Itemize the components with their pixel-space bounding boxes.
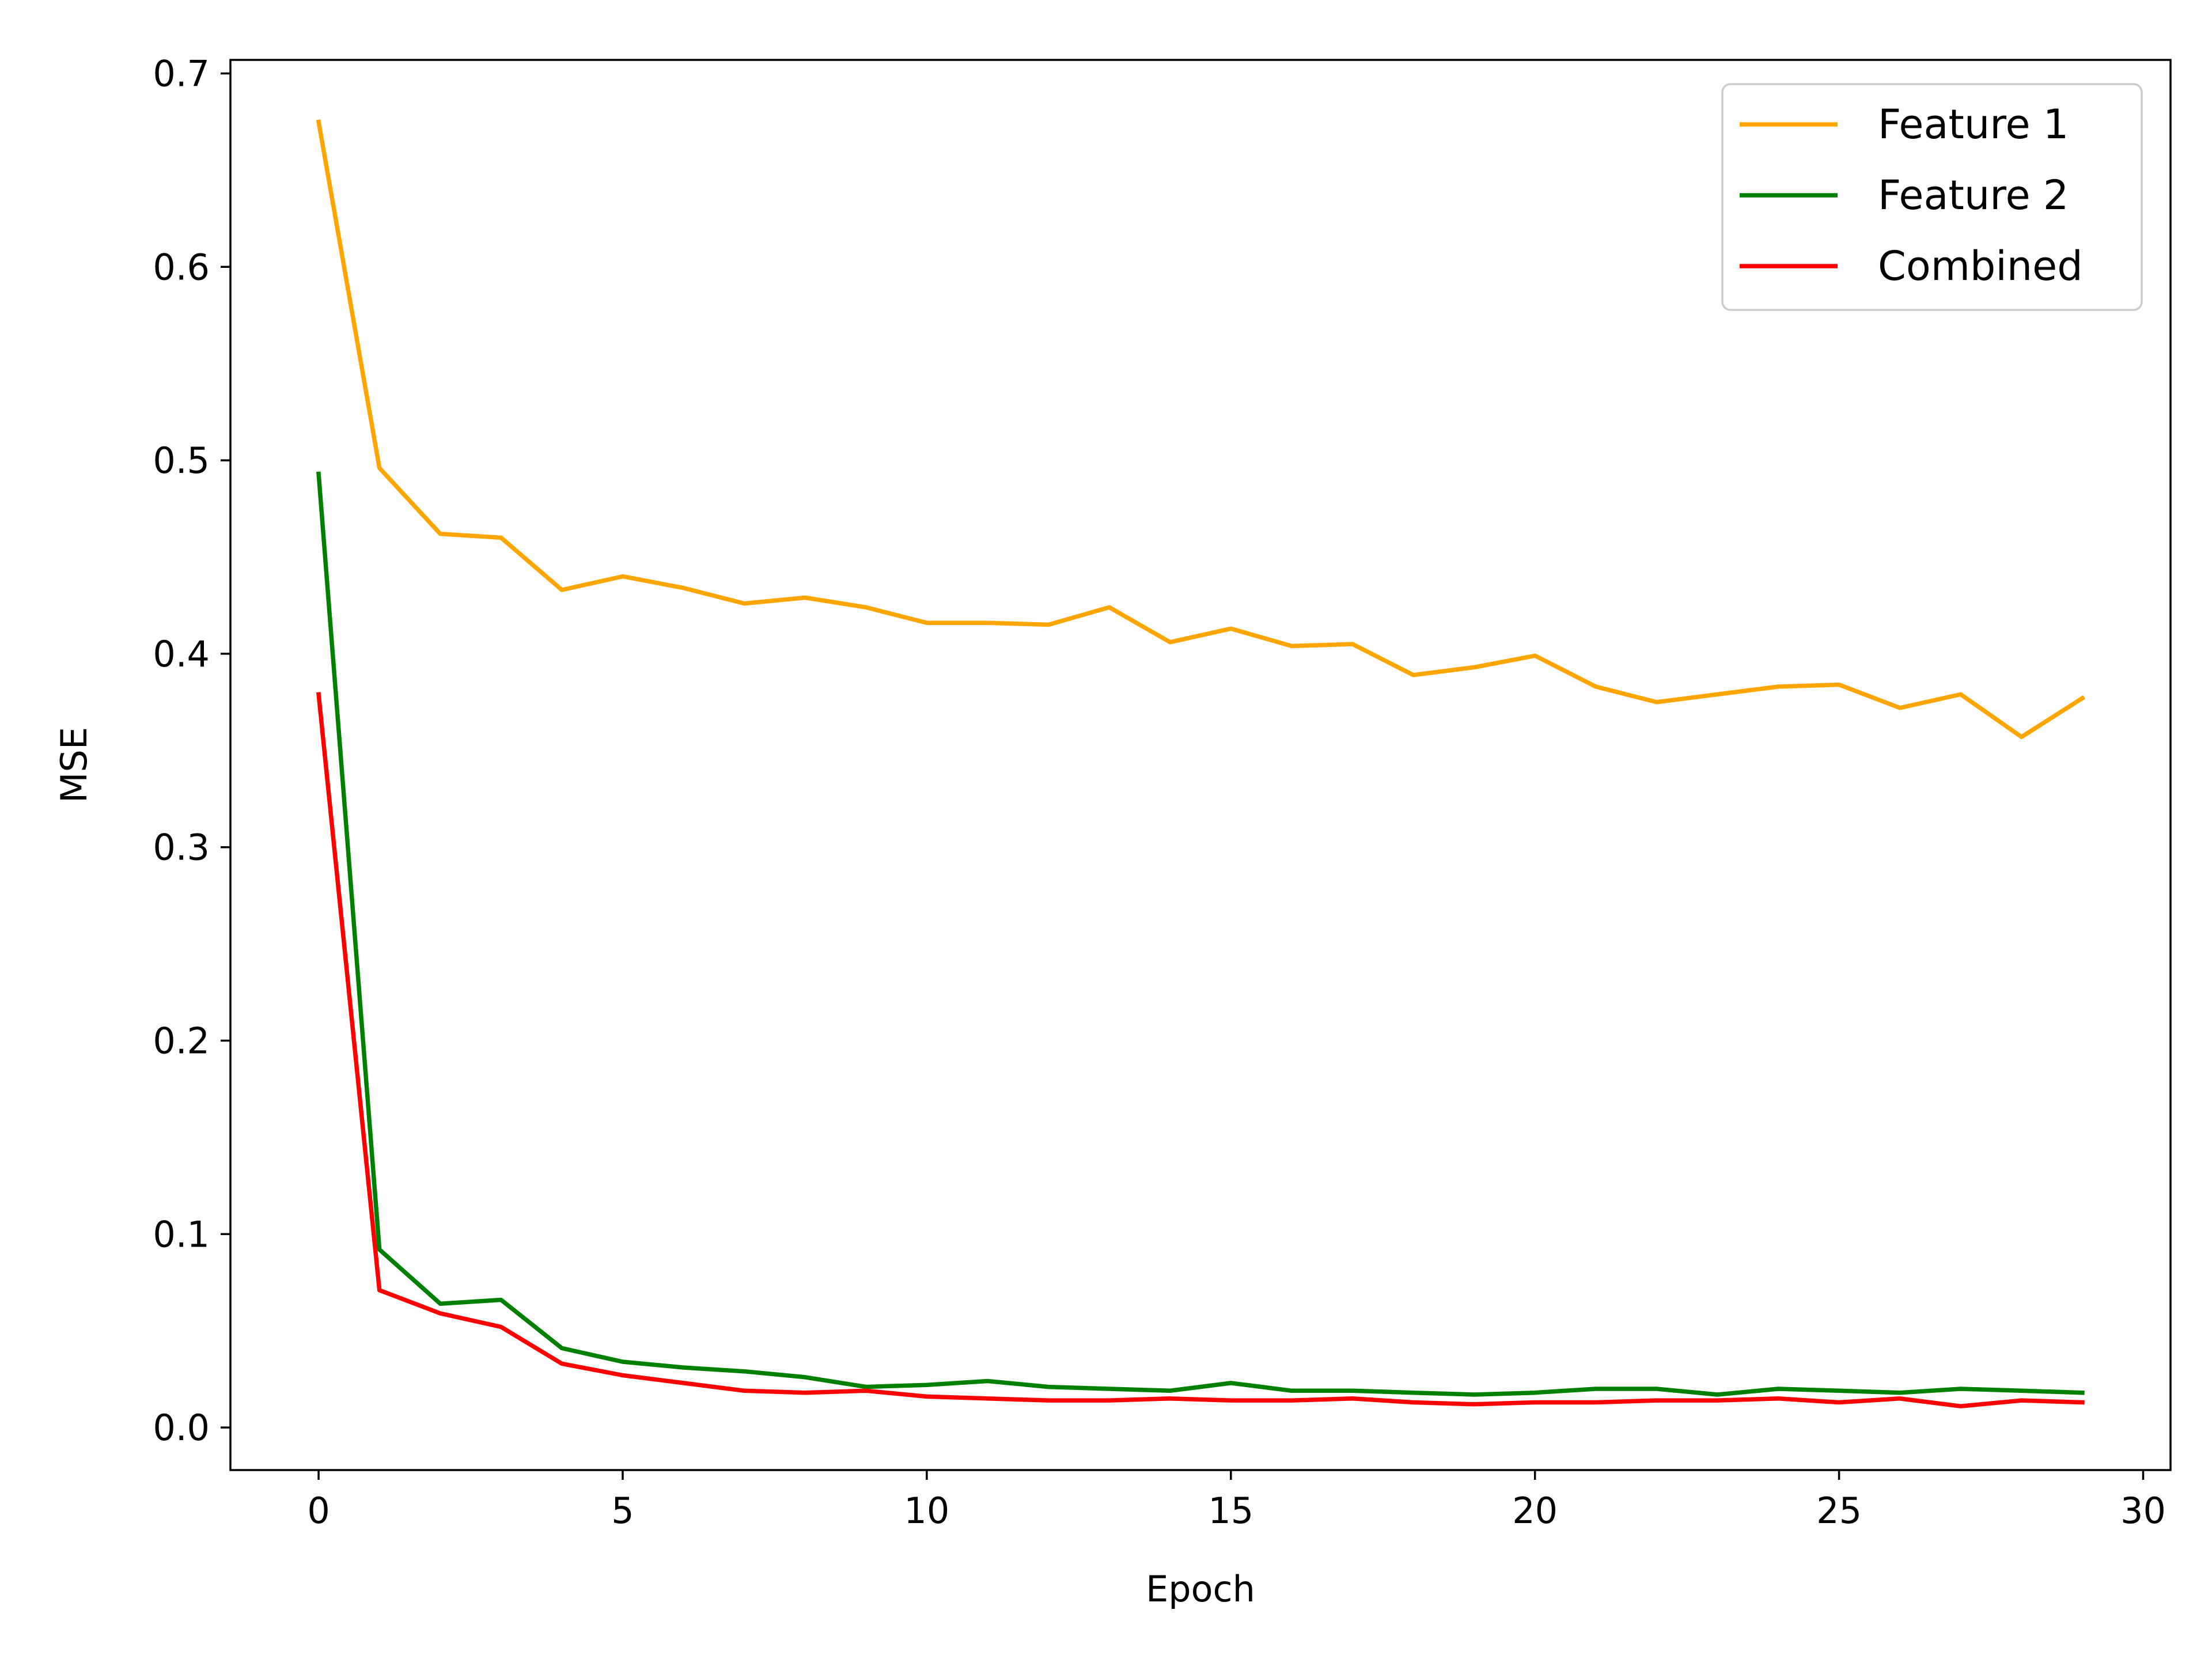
y-tick-label: 0.1 (153, 1213, 210, 1255)
legend-label-2: Feature 2 (1878, 172, 2069, 219)
axes-layer: 0 5 10 15 20 25 30 0.0 0.1 0.2 0.3 0.4 0.5 0.6 0.7 (153, 53, 2172, 1532)
y-tick-label: 0.2 (153, 1020, 210, 1062)
x-tick-label: 15 (1208, 1490, 1253, 1532)
series-layer (316, 119, 2086, 1408)
y-tick-label: 0.4 (153, 633, 210, 675)
x-tick-label: 25 (1816, 1490, 1862, 1532)
series-line-3 (316, 692, 2085, 1408)
legend-label-1: Feature 1 (1878, 101, 2069, 148)
y-tick-label: 0.5 (153, 440, 210, 482)
series-line-1 (316, 119, 2086, 740)
y-tick-label: 0.7 (153, 53, 210, 95)
legend-label-3: Combined (1878, 243, 2083, 290)
x-tick-label: 0 (307, 1490, 329, 1532)
legend: Feature 1 Feature 2 Combined (1721, 83, 2143, 311)
y-tick-label: 0.6 (153, 246, 210, 288)
x-tick-label: 5 (611, 1490, 634, 1532)
legend-box (1721, 83, 2143, 311)
y-tick-label: 0.0 (153, 1407, 210, 1449)
y-tick-label: 0.3 (153, 827, 210, 869)
x-tick-label: 30 (2120, 1490, 2166, 1532)
x-tick-label: 10 (904, 1490, 949, 1532)
y-axis-label: MSE (53, 727, 95, 803)
x-axis-label: Epoch (1146, 1568, 1255, 1610)
x-tick-label: 20 (1512, 1490, 1558, 1532)
series-line-2 (316, 471, 2085, 1397)
axes-frame (229, 59, 2172, 1471)
